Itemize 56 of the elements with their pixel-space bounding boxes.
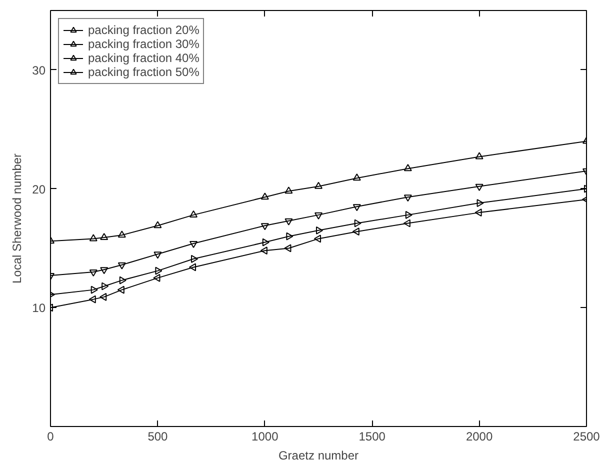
point: [352, 204, 361, 212]
point: [155, 266, 162, 275]
point: [190, 240, 198, 248]
point: [314, 212, 322, 220]
point: [316, 226, 324, 234]
legend-label: packing fraction 50%: [88, 65, 200, 79]
x-tick-label: 500: [148, 430, 168, 444]
point: [404, 194, 412, 202]
point: [100, 267, 108, 274]
point: [260, 246, 268, 255]
point: [475, 152, 484, 160]
point: [89, 234, 98, 242]
point: [404, 164, 412, 172]
legend-label: packing fraction 40%: [88, 51, 200, 65]
point: [260, 223, 269, 230]
point: [314, 182, 322, 189]
y-tick-label: 20: [32, 182, 46, 196]
point: [188, 263, 196, 272]
x-tick-label: 2500: [573, 430, 600, 444]
point: [286, 232, 294, 240]
point: [190, 254, 198, 263]
point: [89, 269, 98, 277]
point: [354, 219, 362, 228]
point: [405, 210, 412, 219]
point: [352, 228, 360, 236]
legend-label: packing fraction 30%: [88, 37, 200, 51]
point: [153, 274, 160, 282]
point: [90, 286, 98, 294]
y-axis-title: Local Sherwood number: [10, 153, 24, 284]
point: [403, 219, 410, 228]
point: [284, 244, 292, 252]
point: [260, 192, 269, 200]
point: [102, 282, 109, 290]
y-tick-label: 10: [32, 301, 46, 316]
point: [475, 184, 484, 191]
point: [118, 230, 126, 238]
y-tick-label: 30: [32, 63, 46, 78]
point: [352, 174, 361, 181]
point: [190, 210, 198, 218]
point: [284, 186, 293, 194]
legend-label: packing fraction 20%: [88, 23, 200, 37]
x-axis-title: Graetz number: [278, 448, 359, 462]
point: [100, 232, 108, 240]
point: [314, 234, 322, 243]
point: [118, 262, 126, 270]
x-tick-label: 1000: [252, 430, 279, 444]
point: [284, 218, 293, 226]
point: [154, 221, 162, 228]
x-tick-label: 1500: [358, 430, 386, 444]
point: [474, 208, 482, 217]
point: [119, 276, 126, 284]
x-tick-label: 2000: [466, 430, 493, 444]
point: [100, 292, 107, 301]
point: [262, 238, 270, 246]
x-tick-label: 0: [47, 430, 54, 444]
point: [154, 252, 162, 259]
